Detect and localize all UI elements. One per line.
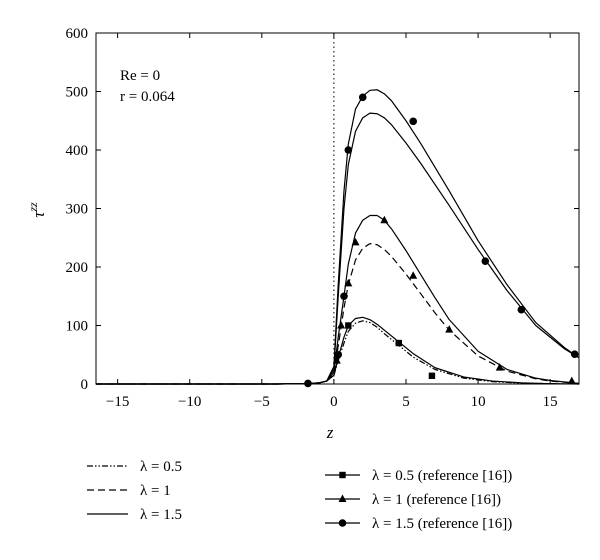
annotation-re: Re = 0 (120, 68, 160, 84)
series-5-point (445, 325, 454, 333)
legend: λ = 0.5 λ = 1 λ = 1.5 λ = 0.5 (reference [1… (87, 459, 512, 532)
legend-marker-6 (338, 519, 347, 527)
legend-marker-5 (338, 494, 347, 502)
x-tick-label: 10 (471, 394, 486, 410)
series-6-point (304, 379, 312, 388)
legend-label-6: λ = 1.5 (reference [16]) (372, 516, 512, 532)
series-5-point (409, 271, 418, 279)
y-tick-label: 400 (66, 143, 89, 159)
y-axis-title: τzz (26, 202, 48, 218)
series-5-point (567, 376, 576, 385)
series-5-point (344, 278, 353, 287)
series-5-point (380, 215, 389, 224)
y-axis-title-superscript: zz (26, 202, 40, 213)
annotation-r-text: r = 0.064 (120, 89, 175, 105)
x-tick-label: −10 (178, 394, 201, 410)
x-axis-title: z (326, 423, 334, 442)
y-tick-label: 500 (66, 85, 89, 101)
y-tick-label: 200 (66, 260, 89, 276)
y-tick-label: 300 (66, 202, 89, 218)
y-tick-label: 0 (81, 377, 89, 393)
y-tick-label: 600 (66, 26, 89, 42)
legend-label-3: λ = 1.5 (140, 507, 182, 523)
series-6-point (481, 257, 490, 265)
series-6-point (344, 146, 353, 154)
series-4-point (345, 322, 352, 329)
annotation-r: r = 0.064 (120, 89, 175, 105)
legend-label-5: λ = 1 (reference [16]) (372, 492, 501, 508)
series-6-point (334, 350, 343, 359)
series-4-point (428, 372, 436, 380)
series-6-point (570, 350, 579, 358)
series-6-point (340, 292, 348, 301)
x-tick-label: −5 (254, 394, 270, 410)
y-tick-label: 100 (66, 319, 89, 335)
x-tick-label: 15 (543, 394, 558, 410)
series-4-point (395, 339, 402, 347)
x-tick-label: 0 (330, 394, 338, 410)
legend-label-2: λ = 1 (140, 483, 171, 499)
series-5-point (337, 321, 346, 329)
x-tick-label: 5 (402, 394, 410, 410)
series-6-point (517, 305, 526, 314)
series-5-point (351, 237, 360, 246)
legend-marker-4 (339, 471, 346, 479)
series-line-6 (96, 89, 580, 385)
series-5-point (495, 363, 504, 371)
series-6-point (409, 117, 417, 126)
series-5-point (332, 356, 341, 364)
legend-label-1: λ = 0.5 (140, 459, 182, 475)
x-tick-label: −15 (106, 394, 129, 410)
legend-label-4: λ = 0.5 (reference [16]) (372, 468, 512, 484)
series-line-2 (96, 243, 580, 385)
series-6-point (358, 93, 367, 102)
